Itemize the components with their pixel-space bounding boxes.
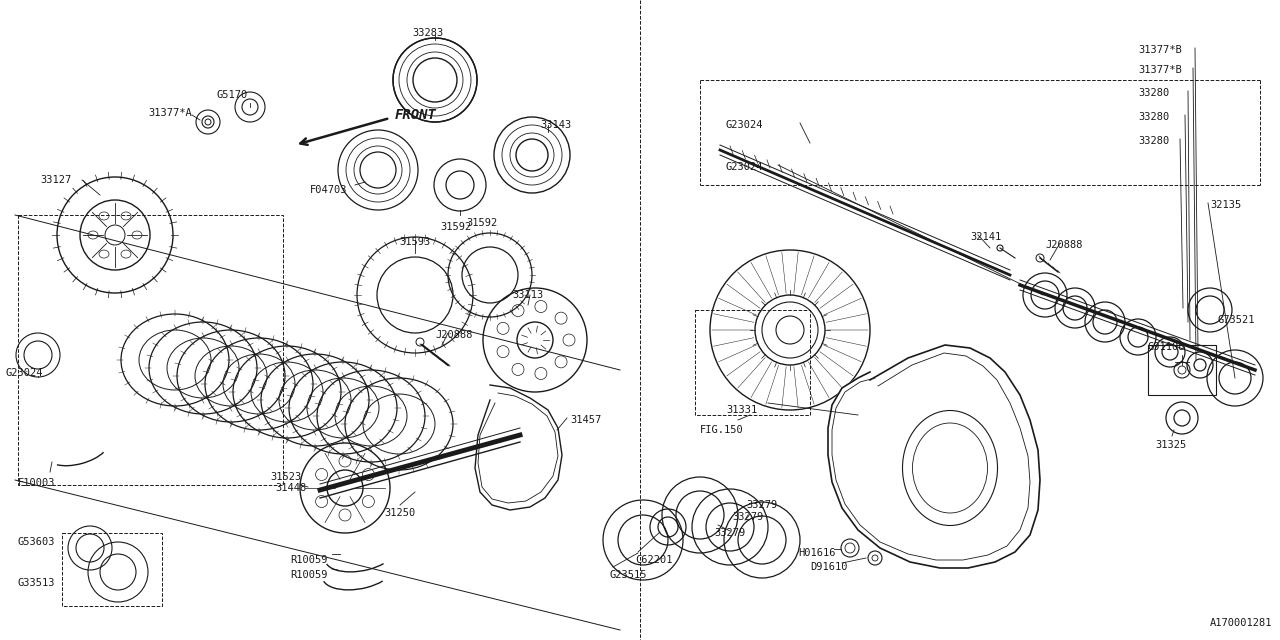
Text: C62201: C62201 bbox=[635, 555, 672, 565]
Text: 31592: 31592 bbox=[466, 218, 497, 228]
Text: D91610: D91610 bbox=[810, 562, 847, 572]
Text: 31331: 31331 bbox=[726, 405, 758, 415]
Text: 31377*B: 31377*B bbox=[1138, 45, 1181, 55]
Text: 31448: 31448 bbox=[275, 483, 306, 493]
Text: 32135: 32135 bbox=[1210, 200, 1242, 210]
Text: FRONT: FRONT bbox=[396, 108, 436, 122]
Bar bbox=[61, 533, 163, 606]
Text: G23024: G23024 bbox=[726, 120, 763, 130]
Text: 33127: 33127 bbox=[40, 175, 72, 185]
Text: 33279: 33279 bbox=[746, 500, 778, 510]
Text: R10059: R10059 bbox=[291, 570, 328, 580]
Text: G73521: G73521 bbox=[1219, 315, 1256, 325]
Text: 31593: 31593 bbox=[399, 237, 430, 247]
Text: 31523: 31523 bbox=[270, 472, 301, 482]
Text: R10059: R10059 bbox=[291, 555, 328, 565]
Polygon shape bbox=[828, 345, 1039, 568]
Text: 31377*A: 31377*A bbox=[148, 108, 192, 118]
Text: 33143: 33143 bbox=[540, 120, 571, 130]
Text: H01616: H01616 bbox=[797, 548, 836, 558]
Text: 31325: 31325 bbox=[1155, 440, 1187, 450]
Text: F10003: F10003 bbox=[18, 478, 55, 488]
Text: J20888: J20888 bbox=[1044, 240, 1083, 250]
Text: 31250: 31250 bbox=[384, 508, 416, 518]
Bar bbox=[695, 310, 810, 415]
Text: A170001281: A170001281 bbox=[1210, 618, 1272, 628]
Text: G53603: G53603 bbox=[18, 537, 55, 547]
Text: 33279: 33279 bbox=[732, 512, 764, 522]
Text: 31592: 31592 bbox=[440, 222, 471, 232]
Text: 33280: 33280 bbox=[1138, 88, 1169, 98]
Text: G91108: G91108 bbox=[1148, 342, 1185, 352]
Text: 33283: 33283 bbox=[412, 28, 444, 38]
Text: F04703: F04703 bbox=[310, 185, 347, 195]
Bar bbox=[18, 215, 283, 485]
Text: 31457: 31457 bbox=[570, 415, 602, 425]
Text: FIG.150: FIG.150 bbox=[700, 425, 744, 435]
Text: G23024: G23024 bbox=[5, 368, 42, 378]
Text: G33513: G33513 bbox=[18, 578, 55, 588]
Bar bbox=[1148, 345, 1216, 395]
Text: G23024: G23024 bbox=[726, 162, 763, 172]
Text: 31377*B: 31377*B bbox=[1138, 65, 1181, 75]
Text: 32141: 32141 bbox=[970, 232, 1001, 242]
Text: 33279: 33279 bbox=[714, 528, 746, 538]
Text: G23515: G23515 bbox=[611, 570, 648, 580]
Text: 33280: 33280 bbox=[1138, 112, 1169, 122]
Text: J20888: J20888 bbox=[435, 330, 472, 340]
Text: G5170: G5170 bbox=[216, 90, 247, 100]
Text: 33113: 33113 bbox=[512, 290, 543, 300]
Text: 33280: 33280 bbox=[1138, 136, 1169, 146]
